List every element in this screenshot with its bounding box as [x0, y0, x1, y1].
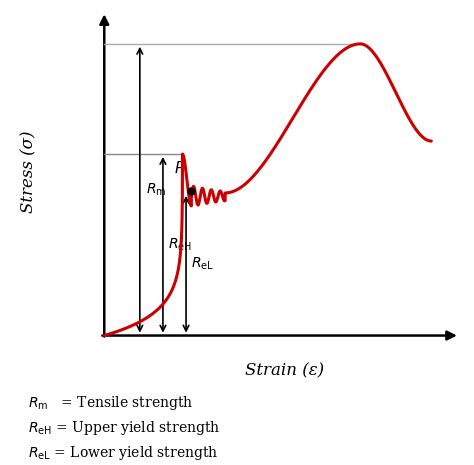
- Text: Strain (ε): Strain (ε): [245, 362, 324, 379]
- Text: $P$: $P$: [174, 160, 185, 176]
- Text: Stress (σ): Stress (σ): [20, 130, 37, 213]
- Text: $R_{\mathrm{eL}}$ = Lower yield strength: $R_{\mathrm{eL}}$ = Lower yield strength: [28, 444, 219, 462]
- Text: $R_{\mathrm{m}}$: $R_{\mathrm{m}}$: [146, 181, 166, 198]
- Text: $R_{\mathrm{eH}}$ = Upper yield strength: $R_{\mathrm{eH}}$ = Upper yield strength: [28, 419, 221, 437]
- Text: $R_{\mathrm{eL}}$: $R_{\mathrm{eL}}$: [191, 256, 214, 272]
- Text: $R_{\mathrm{m}}$   = Tensile strength: $R_{\mathrm{m}}$ = Tensile strength: [28, 394, 194, 412]
- Text: $R_{\mathrm{eH}}$: $R_{\mathrm{eH}}$: [168, 237, 192, 253]
